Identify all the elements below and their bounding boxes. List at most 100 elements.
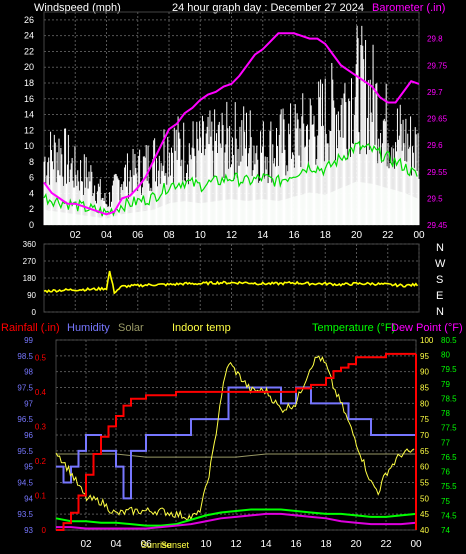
barometer-series bbox=[43, 32, 420, 216]
indoor-y-tick: 70 bbox=[420, 431, 429, 440]
wind-series bbox=[43, 25, 420, 225]
compass-letter-s: S bbox=[436, 274, 443, 286]
direction-y-tick: 270 bbox=[23, 257, 37, 266]
wind-x-tick: 04 bbox=[101, 230, 113, 241]
barometer-line bbox=[43, 32, 420, 216]
humidity-y-tick: 98 bbox=[24, 368, 33, 377]
legend-solar: Solar bbox=[118, 322, 144, 334]
wind-y-tick: 18 bbox=[24, 78, 34, 88]
wind-y-tick: 24 bbox=[24, 31, 34, 41]
wind-x-tick: 16 bbox=[288, 230, 300, 241]
wind-x-tick: 22 bbox=[382, 230, 394, 241]
indoor-y-tick: 80 bbox=[420, 399, 429, 408]
temperature-y-tick: 77 bbox=[441, 438, 450, 447]
indoor-y-tick: 40 bbox=[420, 526, 429, 535]
wind-y-tick: 2 bbox=[29, 204, 34, 214]
wind-y-tick: 6 bbox=[29, 173, 34, 183]
rain-y-tick: 0.1 bbox=[35, 491, 47, 500]
temperature-y-tick: 75.5 bbox=[441, 482, 457, 491]
sunrise-label: Sunrise bbox=[141, 540, 172, 550]
wind-y-tick: 16 bbox=[24, 94, 34, 104]
humidity-y-tick: 93.5 bbox=[17, 510, 33, 519]
barometer-y-tick: 29.45 bbox=[427, 221, 448, 230]
bottom-x-tick: 00 bbox=[410, 539, 422, 550]
temperature-y-tick: 79 bbox=[441, 380, 450, 389]
rain-y-tick: 0.2 bbox=[35, 457, 47, 466]
bottom-x-tick: 14 bbox=[260, 539, 272, 550]
wind-y-tick: 22 bbox=[24, 46, 34, 56]
humidity-y-tick: 99 bbox=[24, 336, 33, 345]
wind-y-tick: 26 bbox=[24, 15, 34, 25]
wind-y-tick: 12 bbox=[24, 125, 34, 135]
wind-direction-line bbox=[43, 270, 419, 295]
temperature-y-tick: 74.5 bbox=[441, 511, 457, 520]
temperature-y-tick: 79.5 bbox=[441, 365, 457, 374]
rain-y-tick: 0 bbox=[42, 526, 47, 535]
sunset-label: Sunset bbox=[161, 540, 190, 550]
bottom-x-tick: 16 bbox=[290, 539, 302, 550]
indoor-y-tick: 45 bbox=[420, 510, 429, 519]
humidity-line bbox=[56, 386, 417, 500]
indoor-y-tick: 75 bbox=[420, 415, 429, 424]
direction-y-tick: 90 bbox=[27, 291, 36, 300]
wind-x-tick: 12 bbox=[226, 230, 238, 241]
bottom-x-tick: 20 bbox=[350, 539, 362, 550]
indoor-y-tick: 55 bbox=[420, 479, 429, 488]
compass-letter-n-bottom: N bbox=[436, 306, 444, 318]
bottom-x-tick: 02 bbox=[80, 539, 92, 550]
temperature-y-tick: 80.5 bbox=[441, 336, 457, 345]
barometer-label: Barometer (.in) bbox=[372, 2, 445, 14]
wind-y-tick: 10 bbox=[24, 141, 34, 151]
wind-x-tick: 20 bbox=[351, 230, 363, 241]
bottom-x-tick: 10 bbox=[200, 539, 212, 550]
barometer-y-tick: 29.6 bbox=[427, 141, 443, 150]
temperature-y-tick: 76.5 bbox=[441, 453, 457, 462]
wind-y-tick: 20 bbox=[24, 62, 34, 72]
bottom-x-tick: 18 bbox=[320, 539, 332, 550]
wind-y-tick: 4 bbox=[29, 188, 34, 198]
temperature-y-tick: 78 bbox=[441, 409, 450, 418]
compass-letter-w: W bbox=[435, 258, 446, 270]
direction-y-tick: 360 bbox=[23, 240, 37, 249]
wind-x-tick: 14 bbox=[257, 230, 269, 241]
humidity-y-tick: 96.5 bbox=[17, 415, 33, 424]
humidity-y-tick: 97 bbox=[24, 399, 33, 408]
wind-y-tick: 8 bbox=[29, 157, 34, 167]
humidity-y-tick: 96 bbox=[24, 431, 33, 440]
indoor-y-tick: 50 bbox=[420, 494, 429, 503]
temperature-y-tick: 77.5 bbox=[441, 424, 457, 433]
rainfall-line bbox=[56, 352, 416, 531]
legend-dewpoint: Dew Point (°F) bbox=[391, 322, 463, 334]
humidity-y-tick: 98.5 bbox=[17, 352, 33, 361]
dewpoint-line bbox=[56, 512, 417, 530]
bottom-x-tick: 12 bbox=[230, 539, 242, 550]
bottom-series bbox=[55, 352, 417, 531]
wind-x-tick: 10 bbox=[195, 230, 207, 241]
legend-indoor: Indoor temp bbox=[172, 322, 231, 334]
legend-humidity: Humidity bbox=[67, 322, 110, 334]
legend-temperature: Temperature (°F) bbox=[312, 322, 395, 334]
compass-letters: N W S E N bbox=[435, 242, 446, 318]
temperature-y-tick: 78.5 bbox=[441, 394, 457, 403]
legend-rainfall: Rainfall (.in) bbox=[1, 322, 60, 334]
humidity-y-tick: 93 bbox=[24, 526, 33, 535]
direction-y-tick: 0 bbox=[32, 308, 37, 317]
rain-y-tick: 0.3 bbox=[35, 422, 47, 431]
wind-direction-series bbox=[43, 270, 419, 295]
barometer-y-tick: 29.5 bbox=[427, 194, 443, 203]
temperature-y-tick: 74 bbox=[441, 526, 450, 535]
windspeed-label: Windspeed (mph) bbox=[34, 2, 121, 14]
barometer-y-tick: 29.55 bbox=[427, 168, 448, 177]
wind-x-tick: 02 bbox=[70, 230, 82, 241]
rain-y-tick: 0.4 bbox=[35, 388, 47, 397]
indoor-y-tick: 95 bbox=[420, 352, 429, 361]
barometer-y-tick: 29.8 bbox=[427, 35, 443, 44]
temperature-y-tick: 80 bbox=[441, 351, 450, 360]
direction-y-tick: 180 bbox=[23, 274, 37, 283]
temperature-line bbox=[55, 508, 417, 527]
indoor-y-tick: 65 bbox=[420, 447, 429, 456]
indoor-y-tick: 100 bbox=[420, 336, 434, 345]
barometer-y-tick: 29.75 bbox=[427, 61, 448, 70]
graph-title: 24 hour graph day : December 27 2024 bbox=[172, 2, 364, 14]
